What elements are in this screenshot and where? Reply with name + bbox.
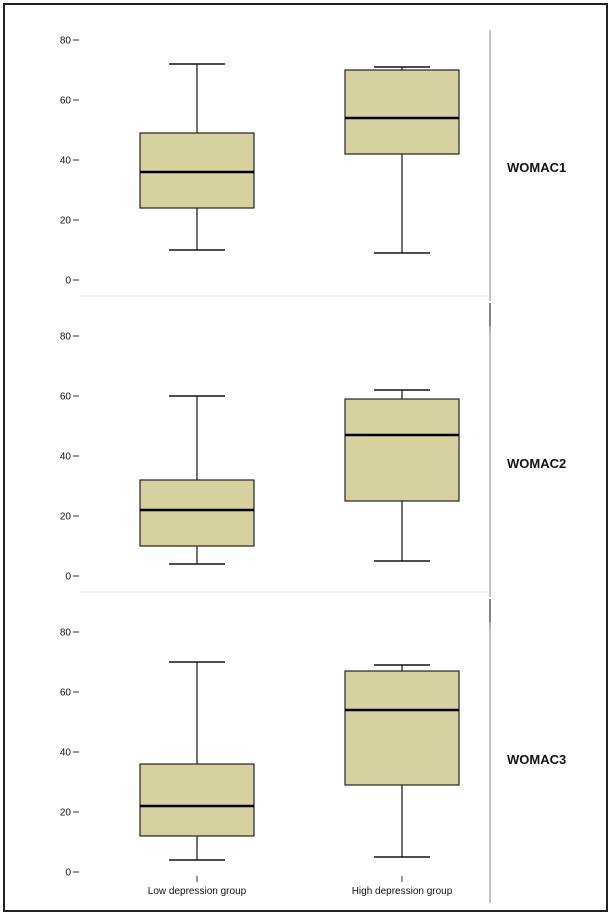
box-iqr: [139, 479, 255, 547]
box-iqr: [344, 670, 460, 786]
y-tick-label: 40: [60, 156, 72, 167]
y-tick-label: 20: [60, 512, 72, 523]
y-tick-label: 0: [65, 572, 71, 583]
box-iqr: [139, 763, 255, 837]
x-tick-label: High depression group: [352, 886, 453, 897]
y-tick-label: 0: [65, 868, 71, 879]
box-iqr: [344, 69, 460, 155]
y-tick-label: 60: [60, 392, 72, 403]
y-tick-label: 60: [60, 96, 72, 107]
panel-label: WOMAC3: [507, 752, 566, 767]
y-tick-label: 40: [60, 452, 72, 463]
y-tick-label: 40: [60, 748, 72, 759]
box-iqr: [344, 398, 460, 502]
panel-label: WOMAC2: [507, 456, 566, 471]
y-tick-label: 20: [60, 216, 72, 227]
y-tick-label: 0: [65, 276, 71, 287]
y-tick-label: 80: [60, 628, 72, 639]
y-tick-label: 60: [60, 688, 72, 699]
boxplot-figure: 0 20 40 60 80 WOMAC1 0 20 40 60 80 WOMAC2 0 20 40 60 80 W…: [60, 30, 566, 903]
y-tick-label: 80: [60, 332, 72, 343]
figure-frame: 0 20 40 60 80 WOMAC1 0 20 40 60 80 WOMAC2 0 20 40 60 80 W…: [3, 3, 608, 912]
y-tick-label: 20: [60, 808, 72, 819]
x-tick-label: Low depression group: [148, 886, 247, 897]
y-tick-label: 80: [60, 36, 72, 47]
box-iqr: [139, 132, 255, 209]
panel-label: WOMAC1: [507, 160, 566, 175]
